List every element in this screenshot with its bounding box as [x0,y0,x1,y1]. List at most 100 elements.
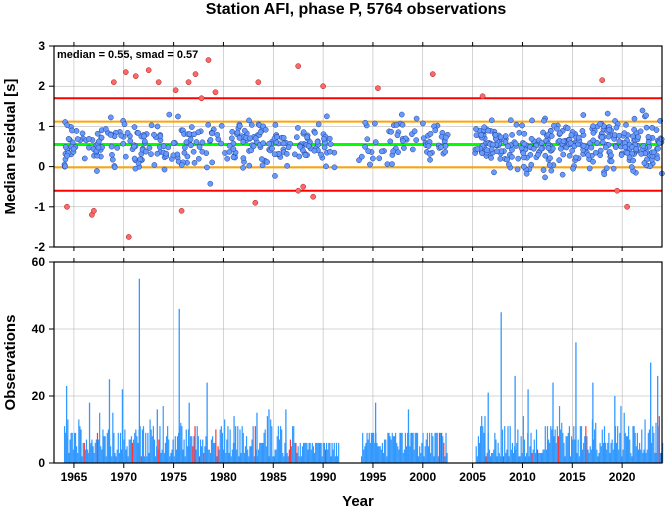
observation-bar [105,456,107,463]
data-point [395,149,401,156]
observation-bar [413,449,415,463]
observation-bar [485,456,487,463]
observation-bar [531,452,533,463]
observation-bar [497,442,499,463]
observation-bar [505,452,507,463]
observation-peak-bar [121,389,124,463]
observation-bar [63,426,66,463]
observation-bar [136,436,138,463]
observation-bar [490,452,493,463]
observation-bar [236,449,238,463]
observation-bar [307,449,309,463]
data-point [521,141,528,147]
observation-bar [623,412,625,463]
data-point [601,171,608,178]
data-point [305,143,312,149]
observation-bar [644,419,646,463]
data-point [314,138,321,145]
observation-bar [330,456,332,463]
observation-bar [420,452,422,463]
observation-bar [68,452,70,463]
data-point [230,154,237,161]
observation-bar [296,452,298,463]
x-tick-label: 1990 [310,470,337,484]
outlier-point [375,85,381,92]
data-point [645,139,652,146]
residual-panel: -2 -1 0 1 2 3 Median residual [s] median = 0.55… [2,39,665,254]
data-point [148,151,154,157]
observation-bar [489,456,492,463]
data-point [151,162,158,168]
data-point [272,173,278,179]
observation-bar [421,442,423,463]
observation-bar [130,436,133,463]
data-point [513,121,520,128]
observation-bar [173,456,175,463]
observation-bar [131,442,134,463]
observation-peak-bar [650,362,652,463]
observation-bar [553,436,555,463]
observation-bar [164,442,167,463]
observation-bar [243,452,245,463]
data-point [616,138,623,145]
observation-bar [554,429,556,463]
data-point [535,151,541,158]
observation-bar [640,449,642,463]
observation-bar [125,449,127,463]
data-point [426,151,433,157]
observation-bar [558,406,561,463]
observation-bar [271,426,273,463]
observation-bar [92,446,94,463]
observation-bar [141,429,144,463]
x-tick-label: 2000 [409,470,436,484]
data-point [488,155,494,161]
data-point [229,128,236,135]
data-point [641,160,648,166]
data-point [378,148,385,155]
data-point [566,152,573,159]
observation-bar [202,439,204,463]
observation-bar [416,432,419,463]
observation-bar [290,446,293,463]
data-point [199,148,206,155]
observation-bar [439,432,442,463]
observation-bar [186,446,188,463]
x-axis-label: Year [342,493,374,510]
observation-bar [288,449,290,463]
data-point [74,136,81,142]
observation-bar [311,442,313,463]
data-point [509,154,515,160]
data-point [199,139,206,146]
observation-bar [163,452,165,463]
observation-bar [569,456,572,463]
observation-bar [572,439,574,463]
data-point [389,161,395,167]
data-point [556,157,563,163]
observation-peak-bar [206,382,208,463]
observation-peak-bar [407,409,410,463]
observation-bar [541,452,543,463]
data-point [207,137,214,143]
y-tick-label: 1 [38,119,45,133]
x-tick-label: 1965 [61,470,88,484]
observation-bar [264,429,266,463]
outlier-point [145,67,152,73]
observation-bar [544,426,546,463]
observation-bar [411,432,413,463]
data-point [388,128,394,135]
observation-bar [577,439,579,463]
data-point [590,123,596,129]
data-point [323,163,329,170]
data-point [108,143,115,150]
observation-bar [590,449,592,463]
data-point [188,124,195,130]
observation-bar [410,432,412,463]
observation-bar [540,452,542,463]
observation-bar [612,449,614,463]
observation-peak-bar [138,278,141,463]
data-point [548,167,555,174]
observation-bar [297,446,299,463]
data-point [367,161,373,168]
outlier-point [64,203,70,210]
observation-bar [583,442,585,463]
